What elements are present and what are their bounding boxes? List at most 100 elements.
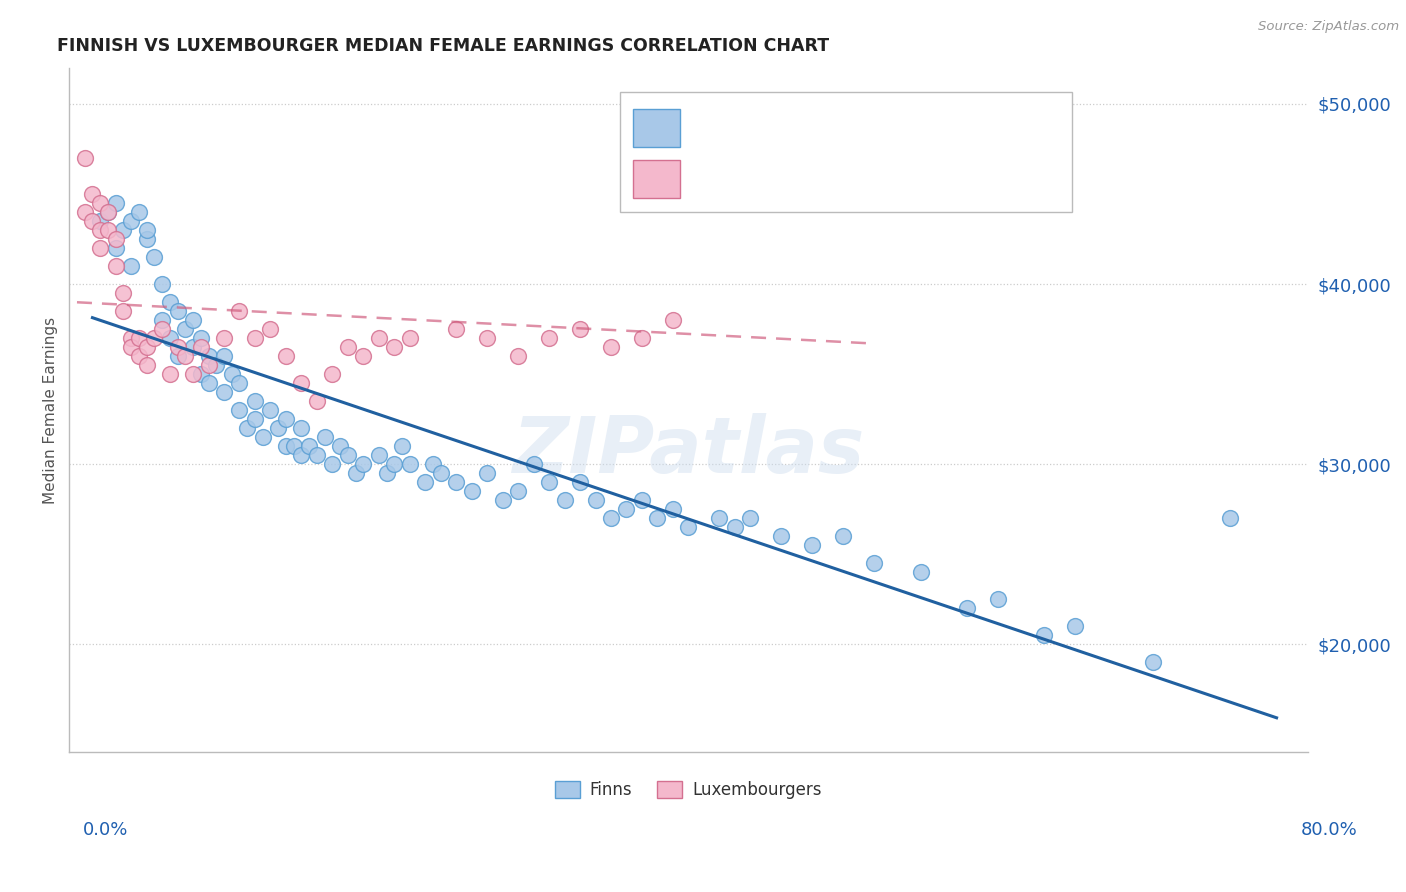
Point [585,493,607,508]
Point [863,556,886,570]
FancyBboxPatch shape [633,161,679,198]
Point [662,313,685,327]
Point [205,358,228,372]
Point [221,367,243,381]
Point [274,349,297,363]
Point [159,295,181,310]
Point [259,322,281,336]
Point [305,394,328,409]
Point [956,601,979,615]
Point [274,412,297,426]
Point [329,439,352,453]
Point [135,340,157,354]
Point [569,475,592,489]
Point [97,205,120,219]
Point [197,349,219,363]
Text: R =: R = [695,169,734,186]
Point [112,304,135,318]
Point [243,412,266,426]
Point [444,322,467,336]
Point [197,376,219,390]
Point [305,448,328,462]
Point [73,205,96,219]
Point [508,349,530,363]
Point [166,349,188,363]
Point [243,331,266,345]
Point [508,484,530,499]
Point [190,331,212,345]
Point [104,196,127,211]
Point [150,313,173,327]
FancyBboxPatch shape [620,92,1073,211]
Text: 87: 87 [949,116,972,134]
Text: -0.366: -0.366 [762,116,821,134]
Point [475,331,498,345]
Point [143,250,166,264]
Point [274,439,297,453]
Point [159,367,181,381]
Point [120,331,142,345]
Point [120,259,142,273]
Point [444,475,467,489]
Point [429,466,451,480]
Point [135,232,157,246]
Point [321,367,343,381]
Point [73,151,96,165]
Point [166,340,188,354]
Point [382,340,405,354]
Point [1219,511,1241,525]
Point [82,186,104,201]
Point [190,367,212,381]
Point [631,331,654,345]
Point [367,331,389,345]
Point [112,223,135,237]
Point [398,457,420,471]
Point [314,430,336,444]
Point [104,241,127,255]
Text: 80.0%: 80.0% [1301,821,1357,838]
Point [344,466,367,480]
Point [212,349,235,363]
Point [283,439,305,453]
Point [321,457,343,471]
Point [236,421,259,435]
Point [600,511,623,525]
Point [290,421,312,435]
Text: N =: N = [887,169,927,186]
Point [128,331,150,345]
Point [987,592,1010,607]
Point [375,466,398,480]
Point [801,538,824,552]
Point [298,439,321,453]
Point [631,493,654,508]
Point [174,349,197,363]
Point [647,511,669,525]
Point [259,403,281,417]
Point [89,196,111,211]
Point [569,322,592,336]
Point [352,457,374,471]
Legend: Finns, Luxembourgers: Finns, Luxembourgers [548,774,828,805]
Point [97,223,120,237]
Point [143,331,166,345]
Point [112,286,135,301]
Text: Source: ZipAtlas.com: Source: ZipAtlas.com [1258,20,1399,33]
Point [770,529,793,543]
Y-axis label: Median Female Earnings: Median Female Earnings [44,317,58,504]
Point [391,439,413,453]
Point [252,430,274,444]
Point [104,259,127,273]
Point [336,340,359,354]
Text: FINNISH VS LUXEMBOURGER MEDIAN FEMALE EARNINGS CORRELATION CHART: FINNISH VS LUXEMBOURGER MEDIAN FEMALE EA… [56,37,830,55]
Point [709,511,731,525]
Point [128,205,150,219]
Point [228,376,250,390]
Point [212,385,235,400]
Point [181,313,204,327]
Point [150,277,173,291]
Point [1033,628,1056,642]
Point [724,520,747,534]
Point [382,457,405,471]
Point [460,484,482,499]
Point [740,511,762,525]
